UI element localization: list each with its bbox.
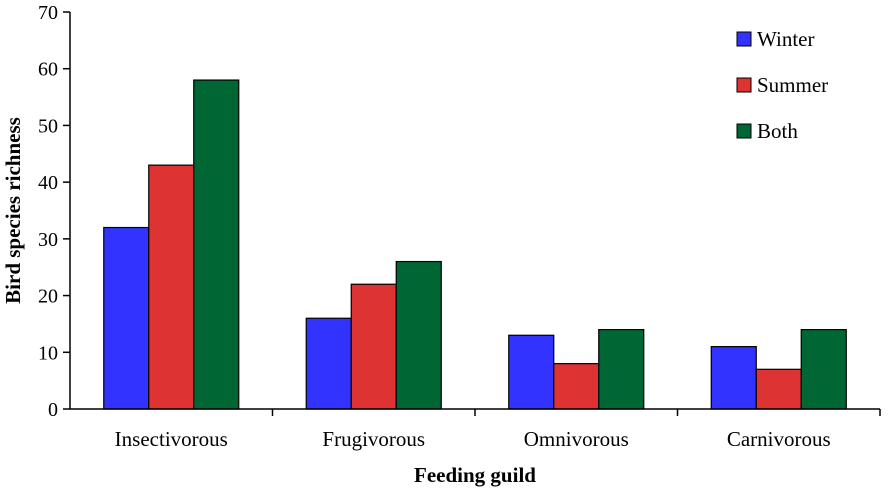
legend-label-both: Both xyxy=(757,119,798,143)
bar-both-carnivorous xyxy=(800,329,847,410)
y-tick-label: 50 xyxy=(38,115,58,137)
bar-summer-omnivorous xyxy=(553,363,600,410)
legend-swatch-winter xyxy=(736,31,752,47)
legend: Winter Summer Both xyxy=(736,27,828,143)
y-ticks: 0 10 20 30 40 50 60 70 xyxy=(38,2,70,421)
legend-swatch-summer xyxy=(736,77,752,93)
x-ticks: Insectivorous Frugivorous Omnivorous Carniv… xyxy=(115,409,881,451)
legend-swatch-both xyxy=(736,123,752,139)
y-tick-label: 70 xyxy=(38,2,58,24)
y-axis-title: Bird species richness xyxy=(1,117,25,304)
x-tick-label: Omnivorous xyxy=(524,427,629,451)
bar-both-insectivorous xyxy=(193,79,240,410)
y-axis: 0 10 20 30 40 50 60 70 xyxy=(38,2,71,421)
bar-summer-insectivorous xyxy=(148,164,195,410)
bar-winter-insectivorous xyxy=(103,226,150,410)
bars xyxy=(103,79,847,410)
y-tick-label: 0 xyxy=(48,399,58,421)
legend-label-summer: Summer xyxy=(757,73,828,97)
y-tick-label: 60 xyxy=(38,59,58,81)
legend-label-winter: Winter xyxy=(757,27,814,51)
bar-winter-frugivorous xyxy=(305,317,352,410)
y-tick-label: 10 xyxy=(38,342,58,364)
x-tick-label: Insectivorous xyxy=(115,427,228,451)
x-axis-title: Feeding guild xyxy=(414,463,536,487)
y-tick-label: 30 xyxy=(38,229,58,251)
bar-both-frugivorous xyxy=(395,260,442,410)
bar-winter-carnivorous xyxy=(710,346,757,410)
y-tick-label: 20 xyxy=(38,286,58,308)
x-tick-label: Carnivorous xyxy=(727,427,831,451)
bar-summer-carnivorous xyxy=(755,368,802,410)
bar-both-omnivorous xyxy=(598,329,645,410)
y-tick-label: 40 xyxy=(38,172,58,194)
bar-winter-omnivorous xyxy=(508,334,555,410)
bar-summer-frugivorous xyxy=(350,283,397,410)
x-tick-label: Frugivorous xyxy=(322,427,425,451)
x-axis: Insectivorous Frugivorous Omnivorous Carniv… xyxy=(70,408,881,451)
